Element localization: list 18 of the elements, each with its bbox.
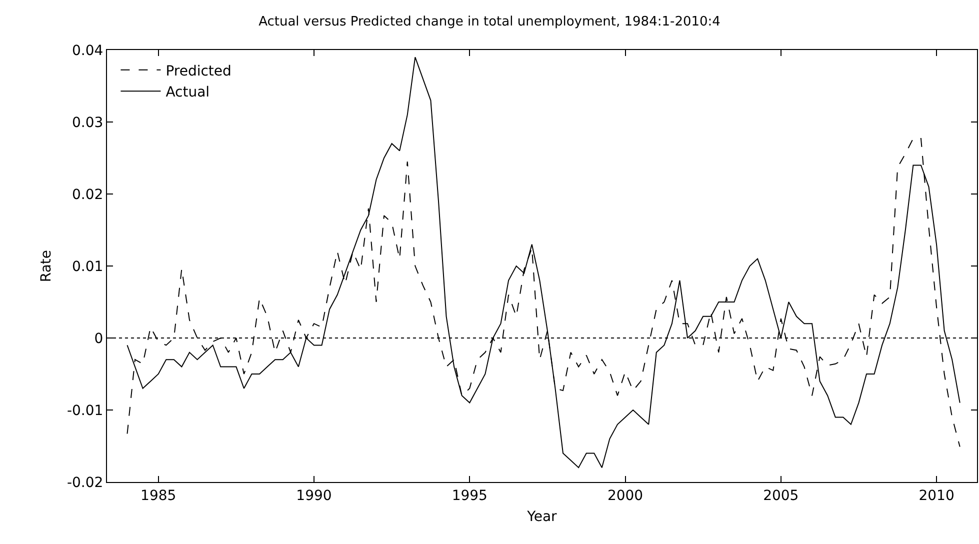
y-tick-label: 0.01 (72, 258, 104, 275)
legend-label: Actual (166, 84, 210, 101)
x-tick-label: 1990 (296, 488, 332, 504)
x-tick-label: 2000 (607, 488, 644, 504)
legend-label: Predicted (166, 63, 232, 80)
y-axis-title: Rate (38, 250, 55, 282)
x-tick-label: 2005 (763, 488, 799, 504)
chart-title: Actual versus Predicted change in total unemployment, 1984:1-2010:4 (258, 14, 720, 30)
x-tick-label: 1985 (140, 488, 176, 504)
x-tick-label: 2010 (918, 488, 954, 504)
y-tick-label: -0.01 (66, 402, 104, 419)
y-tick-label: 0.02 (72, 186, 104, 203)
y-tick-label: -0.02 (66, 474, 104, 491)
x-axis-title: Year (526, 509, 558, 526)
y-tick-label: 0.04 (72, 42, 104, 59)
x-tick-label: 1995 (452, 488, 488, 504)
y-tick-label: 0.03 (72, 114, 104, 131)
y-tick-label: 0 (94, 330, 104, 347)
